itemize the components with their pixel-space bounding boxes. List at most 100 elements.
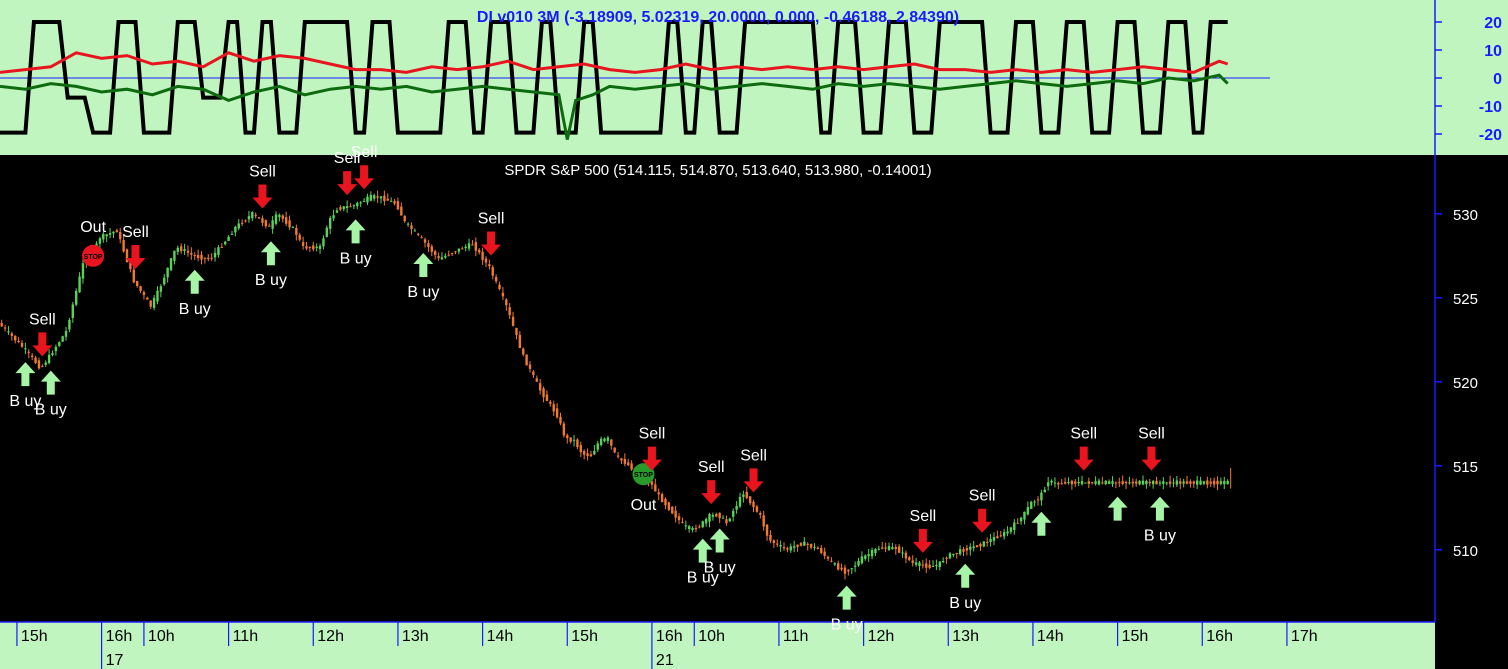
candle-body (552, 404, 555, 412)
time-tick-label: 13h (952, 628, 979, 645)
candle-body (156, 290, 159, 302)
candle-body (603, 438, 606, 442)
candle-body (535, 378, 538, 382)
candle-body (247, 216, 251, 220)
buy-label: B uy (1144, 528, 1176, 545)
candle-body (196, 254, 200, 259)
sell-label: Sell (29, 311, 56, 328)
candle-body (1141, 480, 1145, 485)
candle-body (142, 292, 146, 295)
time-tick-label: 15h (1122, 628, 1149, 645)
candle-body (342, 206, 345, 210)
candle-body (413, 230, 417, 232)
candle-body (1182, 481, 1185, 484)
candle-body (1050, 480, 1053, 483)
candle-body (969, 546, 972, 550)
candle-body (478, 249, 481, 253)
time-tick-label: 11h (233, 628, 259, 645)
candle-body (464, 246, 467, 249)
candle-body (450, 253, 454, 255)
candle-body (555, 408, 559, 418)
buy-label: B uy (949, 595, 981, 612)
candle-body (332, 215, 335, 219)
candle-body (542, 388, 545, 398)
candle-body (1030, 501, 1033, 509)
time-tick-label: 16h (656, 628, 683, 645)
buy-arrow (15, 362, 36, 387)
stop-badge: STOP (634, 472, 653, 479)
candle-body (525, 354, 528, 366)
time-tick-label: 10h (698, 628, 725, 645)
candle-body (1080, 481, 1084, 485)
indicator-series-step (0, 20, 1228, 135)
buy-label: B uy (9, 393, 41, 410)
candle-body (1087, 481, 1091, 484)
candle-body (938, 561, 941, 568)
stop-icon (632, 463, 655, 486)
candle-body (474, 242, 478, 251)
candle-body (1206, 480, 1209, 485)
candle-body (576, 439, 579, 448)
candle-body (261, 218, 264, 223)
candle-body (54, 346, 58, 352)
candle-body (410, 225, 413, 230)
candle-body (725, 519, 728, 524)
candle-body (295, 227, 298, 235)
candle-body (207, 257, 210, 260)
candle-body (511, 316, 515, 326)
candle-body (732, 510, 735, 517)
stop-badge: STOP (84, 254, 103, 261)
candle-body (71, 304, 75, 318)
trade-signals: B uy Sell B uy STOP Out Sell B uy Sell B uy Sell B… (9, 144, 1176, 633)
candle-body (972, 546, 975, 549)
candle-body (166, 267, 169, 278)
candle-body (393, 201, 396, 204)
candle-body (305, 246, 308, 249)
candle-body (325, 227, 329, 237)
sell-arrow (701, 480, 722, 505)
candle-body (911, 560, 914, 563)
candle-body (152, 297, 156, 308)
candle-body (867, 554, 870, 557)
candle-body (901, 552, 904, 554)
candle-body (220, 247, 224, 249)
out-label: Out (631, 497, 657, 514)
candle-body (386, 198, 389, 201)
candle-body (1114, 482, 1118, 484)
candle-body (850, 568, 853, 570)
buy-arrow (1031, 511, 1052, 536)
candle-body (1124, 481, 1128, 484)
candle-body (616, 455, 620, 457)
candle-body (962, 549, 965, 552)
indicator-y-tick-label: 0 (1493, 71, 1502, 88)
candle-body (704, 519, 708, 524)
candle-body (461, 248, 464, 250)
candle-body (217, 247, 220, 255)
candle-body (41, 366, 44, 368)
time-tick-label: 15h (21, 628, 48, 645)
time-tick-label: 17h (1291, 628, 1318, 645)
candle-body (359, 202, 362, 204)
price-y-ticks: 530 525 520 515 510 (1435, 207, 1478, 560)
candle-body (958, 549, 962, 555)
candle-body (708, 514, 711, 522)
buy-arrow (1107, 496, 1128, 521)
candle-body (179, 246, 183, 252)
buy-arrow (955, 563, 976, 588)
sell-arrow (641, 446, 662, 471)
candle-body (671, 506, 674, 514)
candle-body (691, 528, 694, 530)
candle-body (979, 543, 982, 547)
candle-body (352, 205, 356, 207)
candle-body (159, 286, 163, 292)
candle-body (1223, 480, 1226, 485)
candle-body (173, 250, 176, 261)
candle-body (684, 525, 687, 527)
candle-body (982, 541, 986, 547)
candle-body (508, 307, 511, 316)
candle-body (515, 327, 518, 335)
candle-body (694, 527, 698, 530)
candle-body (975, 545, 979, 548)
candle-body (444, 255, 447, 258)
candle-body (1189, 481, 1192, 484)
